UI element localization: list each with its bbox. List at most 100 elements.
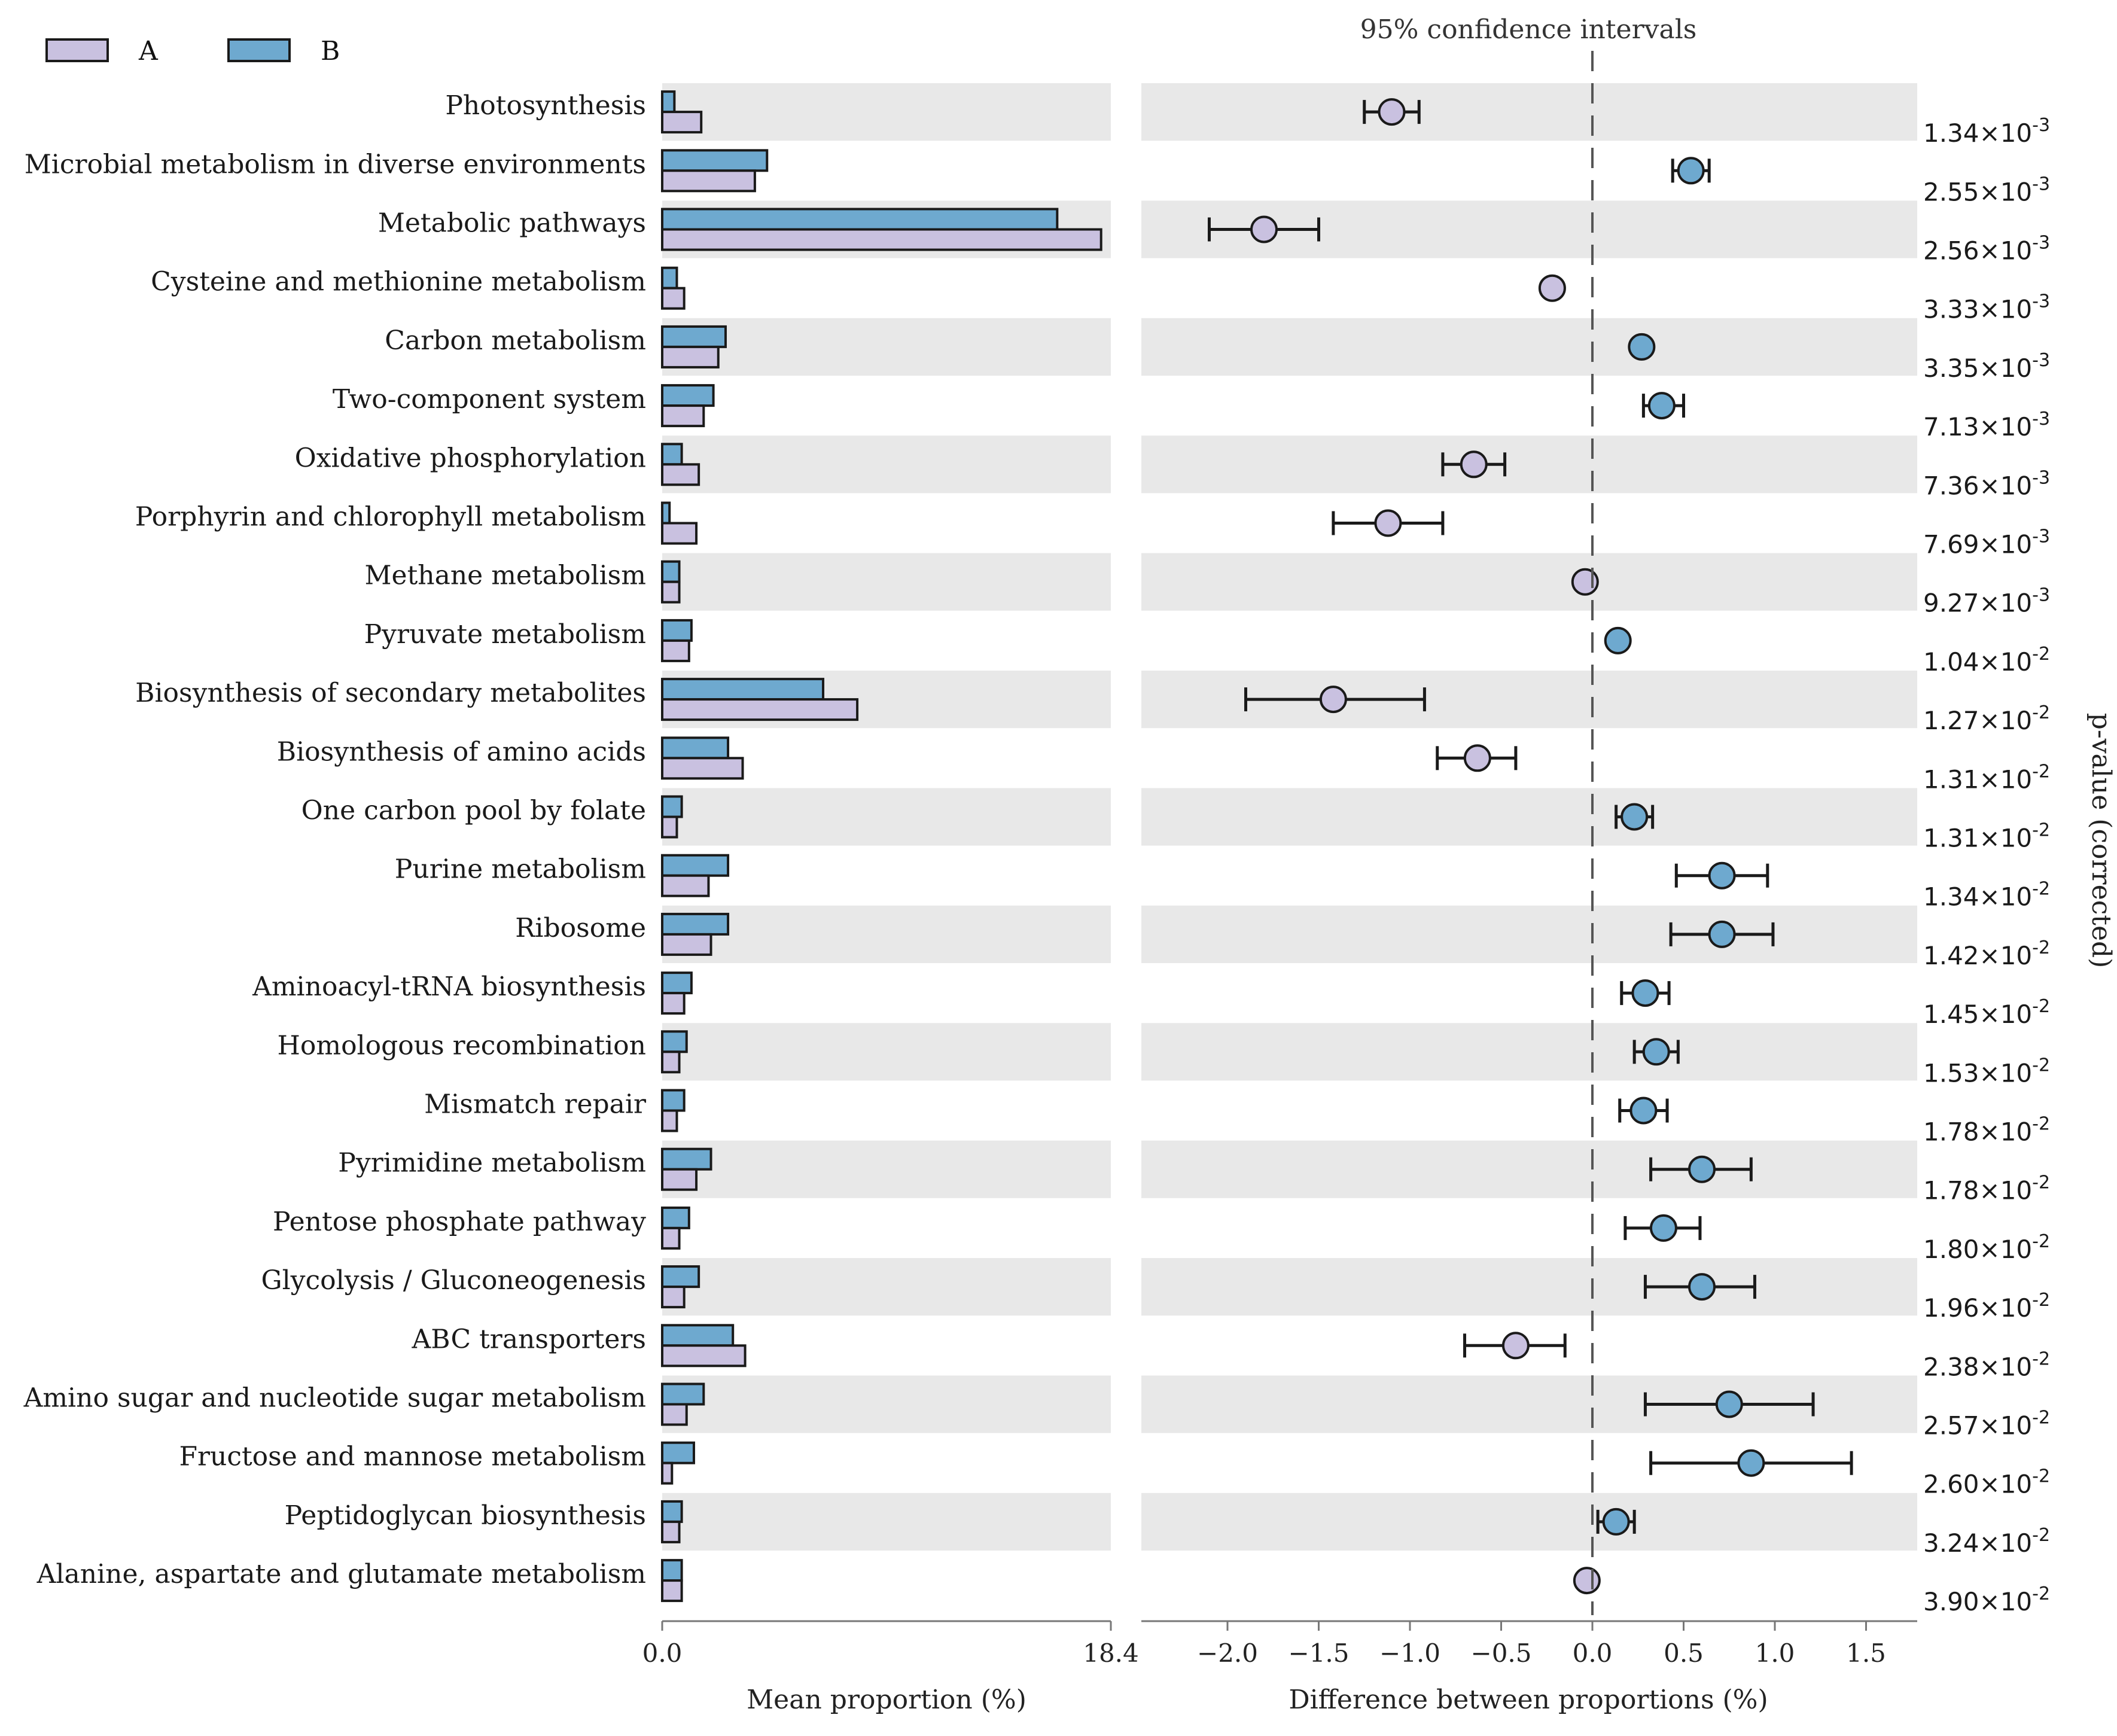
difference-point <box>1463 744 1491 772</box>
bar-a <box>661 1109 678 1132</box>
p-value: 7.69×10-3 <box>1923 526 2050 559</box>
mean-proportion-bars <box>661 90 1102 1603</box>
pathway-label: Pyrimidine metabolism <box>338 1148 646 1178</box>
right-tick-label: −1.0 <box>1379 1638 1440 1668</box>
row-band-right <box>1141 1493 1917 1551</box>
row-band-left <box>662 435 1111 494</box>
row-band-left <box>662 83 1111 141</box>
bar-b <box>661 325 727 348</box>
right-tick-label: −1.5 <box>1289 1638 1350 1668</box>
bar-b <box>661 1441 695 1464</box>
row-band-right <box>1141 83 1917 141</box>
difference-point <box>1647 392 1676 420</box>
bar-a <box>661 1520 681 1543</box>
p-value: 1.31×10-2 <box>1923 761 2050 794</box>
difference-point <box>1715 1390 1743 1418</box>
p-value: 3.90×10-2 <box>1923 1583 2050 1616</box>
bar-a <box>661 874 710 897</box>
bar-b <box>661 1206 690 1229</box>
difference-point <box>1688 1273 1716 1301</box>
right-tick-label: 1.0 <box>1755 1638 1795 1668</box>
bar-b <box>661 1559 683 1582</box>
legend-swatch-a <box>45 38 109 62</box>
pathway-label: Pyruvate metabolism <box>364 619 646 650</box>
pathway-label: Mismatch repair <box>424 1089 647 1120</box>
ci-title: 95% confidence intervals <box>1360 14 1697 45</box>
difference-point <box>1374 509 1402 537</box>
p-value: 1.96×10-2 <box>1923 1290 2050 1323</box>
right-tick-label: 0.5 <box>1664 1638 1704 1668</box>
difference-point <box>1677 157 1705 185</box>
pathway-label: Photosynthesis <box>445 90 646 121</box>
legend-label-a: A <box>138 36 159 66</box>
left-x-axis-ticks: 0.0 18.4 <box>642 1621 1139 1668</box>
right-tick-label: −0.5 <box>1471 1638 1532 1668</box>
right-tick-label: −2.0 <box>1197 1638 1258 1668</box>
p-value: 1.78×10-2 <box>1923 1114 2050 1147</box>
pathway-labels: Photosynthesis Microbial metabolism in di… <box>23 90 647 1589</box>
difference-point <box>1501 1332 1530 1360</box>
pathway-label: Methane metabolism <box>365 561 647 591</box>
difference-point <box>1649 1214 1677 1242</box>
difference-point <box>1378 98 1406 126</box>
right-tick-label: 1.5 <box>1846 1638 1886 1668</box>
p-value: 1.04×10-2 <box>1923 644 2050 677</box>
right-tick-label: 0.0 <box>1573 1638 1613 1668</box>
legend-label-b: B <box>321 36 340 66</box>
pathway-label: Biosynthesis of secondary metabolites <box>135 678 646 708</box>
pathway-label: Microbial metabolism in diverse environm… <box>25 149 646 179</box>
row-band-left <box>662 1258 1111 1316</box>
pathway-label: ABC transporters <box>412 1324 646 1354</box>
bar-a <box>661 1050 681 1074</box>
bar-a <box>661 345 720 368</box>
p-value: 1.45×10-2 <box>1923 996 2050 1029</box>
pathway-label: Purine metabolism <box>395 854 646 885</box>
row-background-bands <box>662 83 1917 1551</box>
pathway-label: One carbon pool by folate <box>301 796 646 826</box>
legend-swatch-b <box>227 38 291 62</box>
row-band-left <box>662 553 1111 611</box>
bar-b <box>661 443 683 466</box>
bar-a <box>661 522 698 545</box>
pathway-label: Biosynthesis of amino acids <box>277 736 646 767</box>
bar-b <box>661 1382 705 1406</box>
bar-b <box>661 149 769 172</box>
difference-point <box>1573 1567 1601 1595</box>
p-value: 2.55×10-3 <box>1923 173 2050 206</box>
p-value: 1.34×10-2 <box>1923 879 2050 912</box>
p-value: 1.53×10-2 <box>1923 1055 2050 1088</box>
left-x-axis-label: Mean proportion (%) <box>747 1685 1026 1715</box>
p-value: 3.24×10-2 <box>1923 1525 2050 1558</box>
difference-point <box>1319 686 1347 714</box>
pathway-label: Metabolic pathways <box>378 208 646 239</box>
p-value: 3.33×10-3 <box>1923 291 2050 324</box>
right-x-axis-label: Difference between proportions (%) <box>1289 1685 1768 1715</box>
row-band-right <box>1141 318 1917 376</box>
row-band-left <box>662 1493 1111 1551</box>
bar-b <box>661 854 730 877</box>
bar-b <box>661 912 730 936</box>
difference-point <box>1708 920 1736 948</box>
row-band-left <box>662 788 1111 846</box>
bar-a <box>661 639 690 662</box>
p-value: 2.56×10-3 <box>1923 233 2050 266</box>
row-band-right <box>1141 1140 1917 1198</box>
difference-point <box>1602 1507 1630 1536</box>
pathway-label: Homologous recombination <box>277 1030 646 1061</box>
pathway-label: Two-component system <box>333 384 646 415</box>
pathway-label: Amino sugar and nucleotide sugar metabol… <box>23 1383 646 1414</box>
row-band-right <box>1141 435 1917 494</box>
bar-b <box>661 971 693 995</box>
pathway-label: Ribosome <box>515 913 646 943</box>
bar-a <box>661 404 705 428</box>
bar-b <box>661 736 730 760</box>
bar-b <box>661 266 678 290</box>
bar-b <box>661 501 671 525</box>
bar-a <box>661 1403 688 1426</box>
difference-point <box>1460 450 1488 479</box>
p-value: 1.42×10-2 <box>1923 937 2050 970</box>
difference-point <box>1538 274 1566 302</box>
left-tick-label: 0.0 <box>642 1638 683 1668</box>
bar-b <box>661 1089 686 1112</box>
